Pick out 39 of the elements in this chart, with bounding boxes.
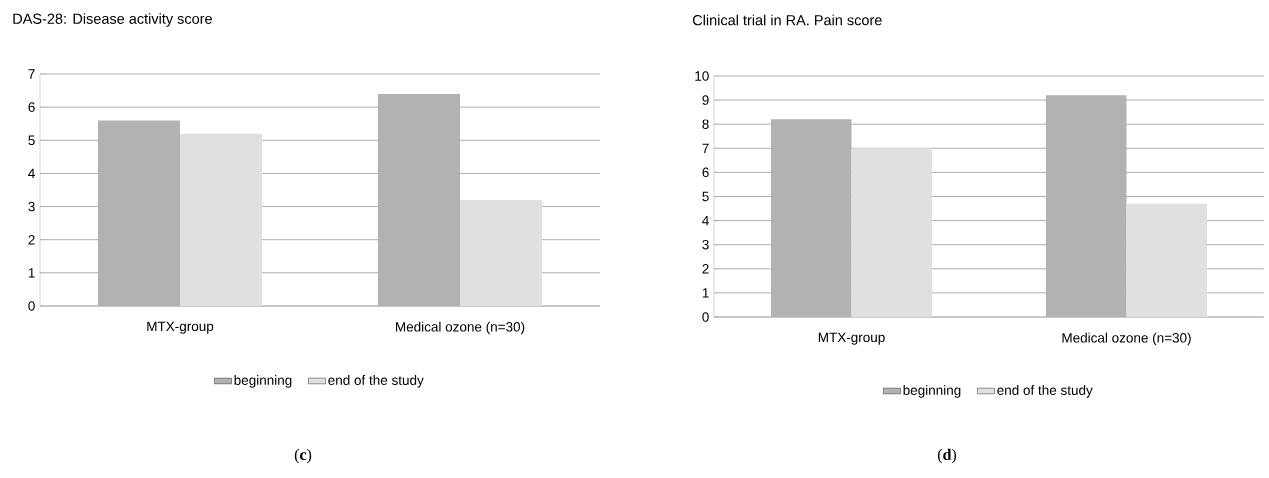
text: (c) bbox=[294, 448, 312, 464]
bar bbox=[460, 199, 543, 306]
chart-title: Clinical trial in RA. Pain score bbox=[692, 14, 882, 26]
y-tick-label: 3 bbox=[702, 239, 709, 250]
y-tick-label: 7 bbox=[28, 69, 35, 79]
bar bbox=[377, 93, 461, 306]
y-tick-label: 2 bbox=[28, 234, 35, 245]
x-tick-label: Medical ozone (n=30) bbox=[1062, 332, 1191, 346]
bar bbox=[770, 119, 852, 317]
text: (d) bbox=[937, 448, 957, 464]
bar bbox=[97, 120, 181, 306]
y-tick-label: 8 bbox=[702, 119, 709, 129]
legend-label: end of the study bbox=[997, 385, 1093, 398]
y-tick-label: 6 bbox=[702, 167, 709, 178]
bar bbox=[1126, 203, 1208, 317]
legend-label: beginning bbox=[234, 375, 292, 388]
bar bbox=[851, 148, 933, 317]
legend-label: end of the study bbox=[328, 375, 424, 388]
x-tick-label: MTX-group bbox=[147, 321, 214, 334]
chart-title: DAS-28: Disease activity score bbox=[13, 13, 212, 27]
y-tick-label: 0 bbox=[702, 312, 709, 322]
x-tick-label: MTX-group bbox=[818, 332, 885, 345]
y-tick-label: 7 bbox=[702, 143, 709, 153]
y-tick-label: 5 bbox=[28, 135, 35, 145]
bar bbox=[180, 133, 263, 306]
y-tick-label: 1 bbox=[28, 268, 35, 278]
x-tick-label: Medical ozone (n=30) bbox=[396, 321, 525, 335]
y-tick-label: 3 bbox=[28, 201, 35, 212]
y-tick-label: 9 bbox=[702, 95, 709, 105]
y-tick-label: 4 bbox=[28, 168, 35, 179]
y-tick-label: 5 bbox=[702, 191, 709, 202]
y-tick-label: 0 bbox=[28, 301, 35, 311]
y-tick-label: 4 bbox=[702, 215, 709, 226]
y-tick-label: 1 bbox=[702, 288, 709, 298]
y-tick-label: 10 bbox=[695, 71, 709, 81]
legend-label: beginning bbox=[903, 385, 961, 398]
y-tick-label: 6 bbox=[28, 102, 35, 112]
bar bbox=[1045, 95, 1127, 317]
y-tick-label: 2 bbox=[702, 264, 709, 274]
